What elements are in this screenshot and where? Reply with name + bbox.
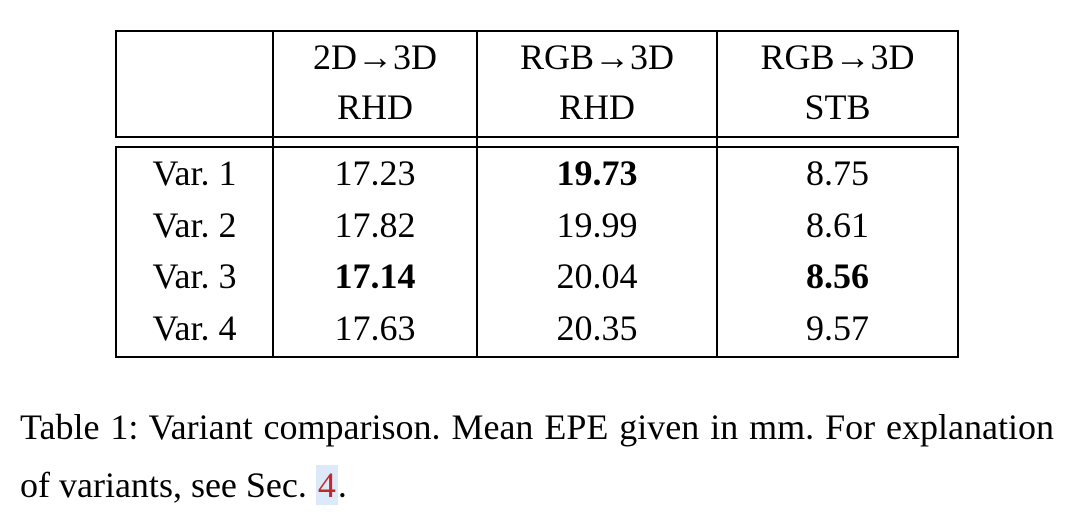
- cell-value: 20.04: [556, 256, 638, 296]
- row-label: Var. 4: [152, 307, 237, 348]
- rule: [115, 30, 117, 138]
- rule: [115, 30, 959, 32]
- cell-value: 20.35: [556, 307, 638, 348]
- row-label: Var. 2: [152, 204, 237, 245]
- cell-value: 8.75: [806, 153, 869, 193]
- column-header: STB: [804, 87, 871, 127]
- rule: [957, 146, 959, 358]
- rule: [115, 146, 959, 148]
- caption: Table 1: Variant comparison. Mean EPE gi…: [20, 398, 1054, 514]
- column-header: RGB→3D: [519, 37, 675, 77]
- rule: [716, 30, 718, 358]
- rule: [115, 146, 117, 358]
- column-header: 2D→3D: [313, 37, 437, 77]
- row-label: Var. 1: [152, 153, 237, 193]
- rule: [476, 30, 478, 358]
- rule: [272, 30, 274, 358]
- cell-value: 19.73: [556, 153, 638, 193]
- cell-value: 17.14: [334, 256, 416, 296]
- cell-value: 17.82: [334, 204, 416, 245]
- rule: [115, 356, 959, 358]
- cell-value: 17.23: [334, 153, 416, 193]
- caption-end: .: [337, 465, 347, 505]
- caption-text: Table 1: Variant comparison. Mean EPE gi…: [20, 407, 1054, 505]
- cell-value: 8.61: [806, 204, 869, 245]
- row-label: Var. 3: [152, 256, 237, 296]
- cell-value: 9.57: [806, 307, 869, 348]
- cell-value: 19.99: [556, 204, 638, 245]
- column-header: RHD: [558, 87, 635, 127]
- column-header: RHD: [336, 87, 413, 127]
- cell-value: 8.56: [806, 256, 869, 296]
- cell-value: 17.63: [334, 307, 416, 348]
- rule: [115, 136, 959, 138]
- rule: [957, 30, 959, 138]
- column-header: RGB→3D: [760, 37, 915, 77]
- section-link[interactable]: 4: [315, 465, 338, 505]
